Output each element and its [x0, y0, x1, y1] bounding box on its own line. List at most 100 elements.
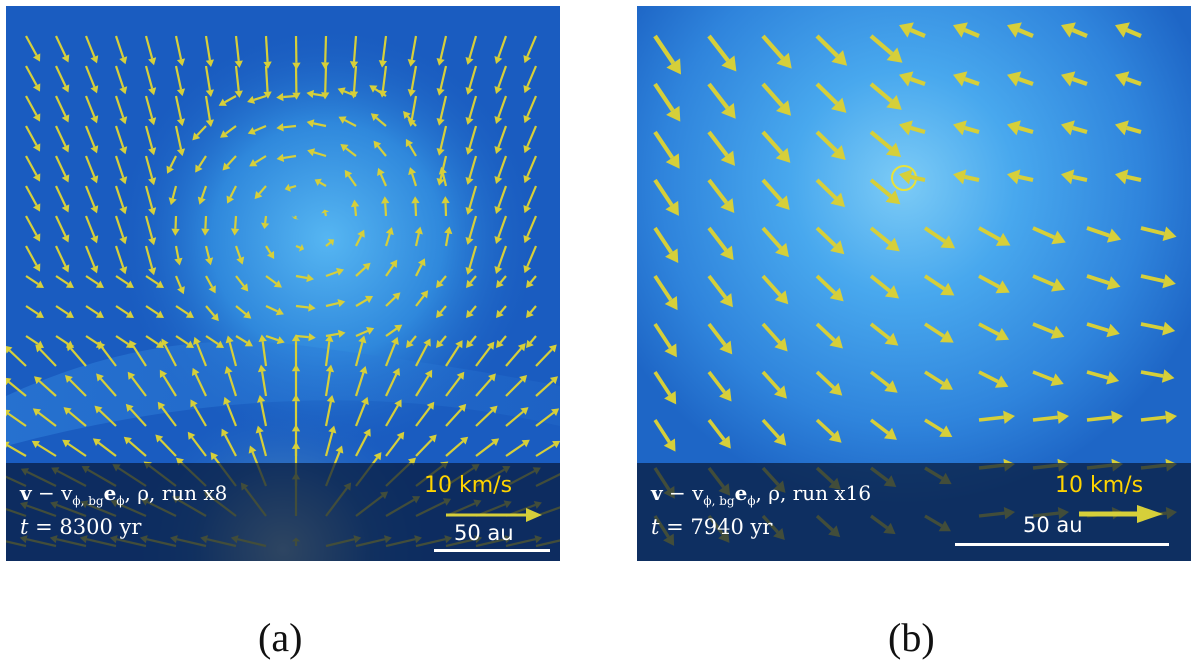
velocity-a-arrow	[354, 335, 367, 367]
velocity-a-arrow	[234, 245, 245, 265]
velocity-a-arrow	[55, 305, 74, 318]
velocity-a-arrow	[405, 138, 417, 157]
velocity-a-arrow	[321, 209, 330, 217]
velocity-a-arrow	[295, 303, 316, 312]
velocity-a-arrow	[325, 299, 346, 308]
velocity-a-arrow	[84, 65, 99, 94]
velocity-a-arrow	[355, 295, 374, 307]
velocity-a-arrow	[175, 305, 194, 318]
velocity-a-arrow	[415, 290, 429, 307]
velocity-a-arrow	[171, 215, 180, 236]
velocity-b-arrow	[1061, 22, 1088, 38]
velocity-a-arrow	[25, 305, 44, 318]
velocity-b-arrow	[761, 130, 791, 163]
velocity-a-arrow	[25, 95, 41, 122]
velocity-a-arrow	[114, 215, 128, 245]
velocity-b-arrow	[761, 226, 789, 258]
velocity-a-arrow	[115, 305, 134, 318]
velocity-a-arrow	[523, 155, 538, 184]
velocity-b-arrow	[707, 178, 735, 213]
velocity-b-arrow	[924, 418, 953, 437]
velocity-b-arrow	[899, 71, 926, 87]
velocity-a-arrow	[115, 275, 134, 288]
velocity-a-arrow	[436, 335, 447, 348]
velocity-b-arrow	[953, 71, 980, 87]
velocity-a-arrow	[205, 275, 216, 294]
velocity-a-arrow	[535, 376, 558, 397]
velocity-a-arrow	[55, 215, 70, 243]
velocity-a-arrow	[355, 262, 371, 277]
velocity-a-arrow	[291, 364, 301, 396]
velocity-b-arrow	[653, 82, 681, 122]
velocity-a-arrow	[94, 405, 117, 427]
velocity-a-arrow	[337, 87, 357, 98]
velocity-a-arrow	[145, 275, 164, 288]
velocity-a-arrow	[205, 335, 224, 348]
scale-bar-label-b: 50 au	[1023, 513, 1083, 537]
velocity-b-arrow	[953, 120, 980, 136]
velocity-b-arrow	[869, 322, 899, 346]
time-label-a: t = 8300 yr	[20, 515, 142, 539]
velocity-a-arrow	[204, 65, 215, 97]
velocity-b-arrow	[1007, 22, 1034, 38]
velocity-a-arrow	[496, 305, 507, 318]
velocity-b-arrow	[1061, 169, 1088, 185]
velocity-a-arrow	[466, 275, 477, 288]
velocity-a-arrow	[475, 405, 498, 427]
velocity-a-arrow	[174, 95, 186, 127]
velocity-a-arrow	[25, 215, 41, 242]
velocity-a-arrow	[114, 185, 128, 215]
velocity-a-arrow	[204, 245, 214, 266]
velocity-a-arrow	[247, 94, 267, 104]
velocity-a-arrow	[385, 431, 405, 457]
velocity-a-arrow	[187, 431, 207, 457]
velocity-b-arrow	[653, 178, 679, 216]
caption-b: (b)	[888, 615, 935, 660]
velocity-a-arrow	[523, 245, 538, 274]
velocity-b-arrow	[1032, 274, 1066, 292]
scale-bar-b	[955, 543, 1169, 546]
velocity-a-arrow	[144, 125, 157, 156]
velocity-a-arrow	[355, 428, 371, 457]
velocity-b-arrow	[869, 370, 898, 393]
velocity-a-arrow	[84, 215, 99, 244]
scale-bar-a	[434, 549, 550, 552]
velocity-a-arrow	[355, 327, 375, 338]
velocity-a-arrow	[526, 305, 537, 318]
velocity-a-arrow	[438, 166, 448, 187]
velocity-a-arrow	[6, 409, 27, 427]
velocity-a-arrow	[411, 196, 420, 217]
velocity-b-arrow	[1086, 322, 1120, 338]
velocity-a-arrow	[384, 227, 394, 247]
velocity-a-arrow	[223, 396, 238, 427]
velocity-b-arrow	[653, 274, 678, 311]
velocity-a-arrow	[344, 169, 357, 187]
velocity-a-arrow	[370, 113, 387, 127]
velocity-b-arrow	[761, 34, 792, 69]
velocity-b-arrow	[1115, 120, 1142, 136]
velocity-b-arrow	[761, 418, 787, 446]
info-overlay-a: v − vϕ, bgeϕ, ρ, run x8 t = 8300 yr 10 k…	[6, 463, 560, 561]
velocity-b-arrow	[815, 226, 845, 255]
velocity-a-arrow	[55, 155, 70, 183]
velocity-a-arrow	[535, 344, 557, 367]
velocity-b-arrow	[707, 370, 732, 402]
velocity-a-arrow	[436, 125, 448, 156]
speed-reference-arrow-b	[1079, 505, 1163, 523]
velocity-a-arrow	[192, 125, 207, 141]
velocity-a-arrow	[465, 35, 478, 65]
velocity-a-arrow	[494, 35, 508, 64]
velocity-b-arrow	[1115, 169, 1142, 185]
velocity-a-arrow	[265, 245, 275, 260]
velocity-b-arrow	[1140, 369, 1175, 383]
velocity-a-arrow	[25, 245, 41, 272]
velocity-arrows-a	[6, 35, 560, 548]
velocity-b-arrow	[1140, 226, 1177, 241]
velocity-a-arrow	[466, 305, 477, 318]
velocity-a-arrow	[255, 425, 268, 457]
velocity-a-arrow	[144, 35, 157, 66]
velocity-b-arrow	[815, 418, 842, 443]
velocity-b-arrow	[653, 322, 677, 358]
velocity-a-arrow	[25, 65, 41, 92]
velocity-a-arrow	[377, 167, 388, 187]
